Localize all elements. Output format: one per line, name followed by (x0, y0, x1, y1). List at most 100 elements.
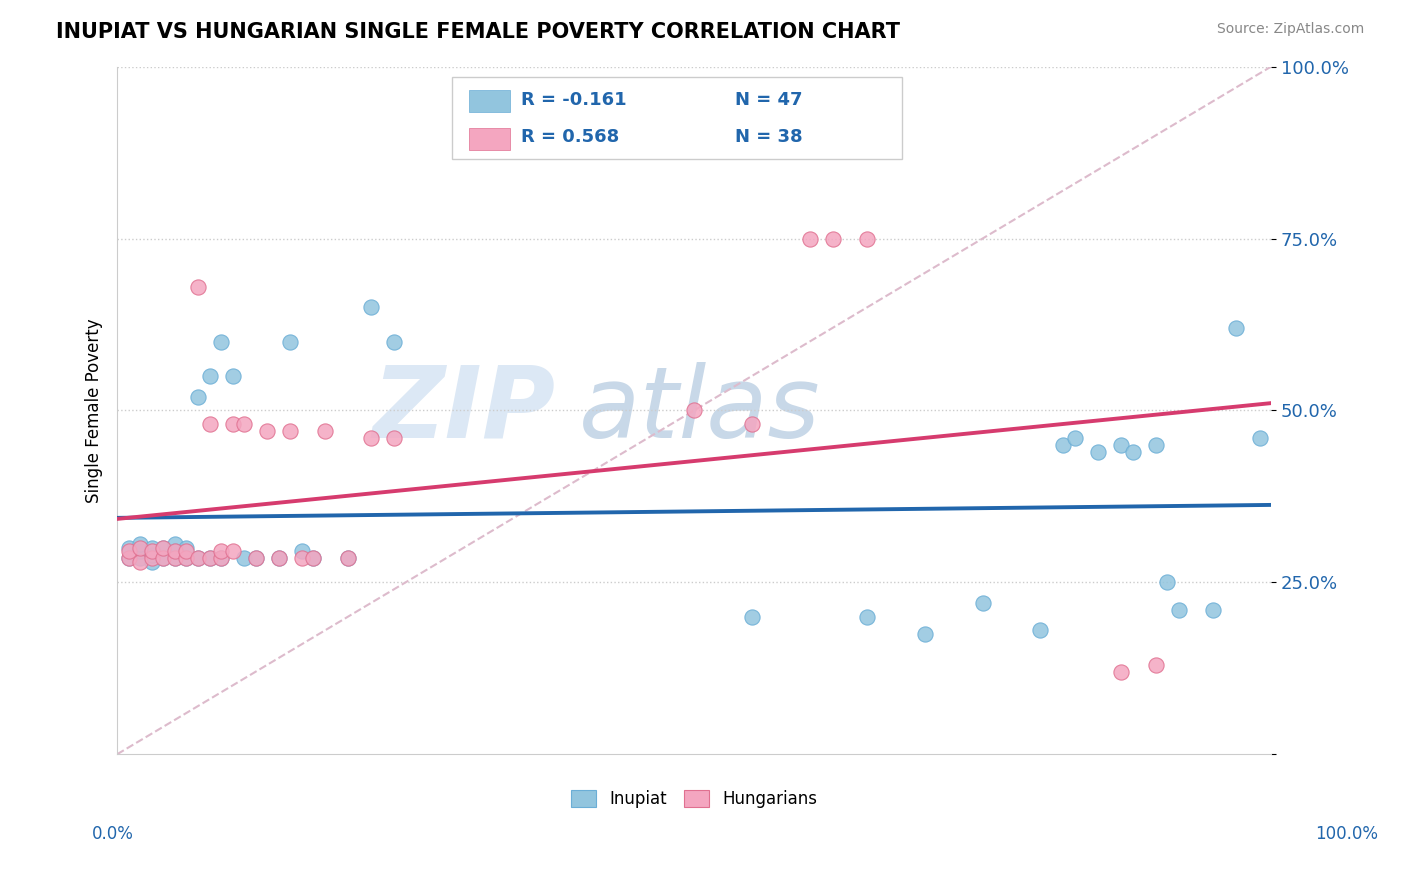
Text: atlas: atlas (579, 362, 820, 458)
FancyBboxPatch shape (451, 77, 901, 160)
Text: ZIP: ZIP (373, 362, 555, 458)
Point (209, 551, 232, 566)
Point (256, 424, 278, 438)
Point (176, 551, 198, 566)
Point (163, 544, 186, 558)
Point (1249, 431, 1271, 445)
FancyBboxPatch shape (470, 90, 509, 112)
Point (198, 417, 221, 432)
Point (741, 417, 763, 432)
Point (221, 544, 243, 558)
Point (1122, 444, 1144, 458)
Point (198, 551, 221, 566)
Point (314, 424, 336, 438)
Text: R = 0.568: R = 0.568 (522, 128, 619, 146)
Point (209, 334, 232, 349)
FancyBboxPatch shape (470, 128, 509, 150)
Point (129, 551, 152, 566)
Point (1087, 444, 1109, 458)
Point (163, 551, 186, 566)
Point (821, 231, 844, 245)
Point (176, 544, 198, 558)
Point (187, 551, 209, 566)
Text: R = -0.161: R = -0.161 (522, 91, 627, 109)
Legend: Inupiat, Hungarians: Inupiat, Hungarians (564, 783, 824, 814)
Point (1156, 575, 1178, 590)
Point (291, 551, 314, 566)
Point (360, 300, 382, 314)
Point (176, 541, 198, 555)
Text: INUPIAT VS HUNGARIAN SINGLE FEMALE POVERTY CORRELATION CHART: INUPIAT VS HUNGARIAN SINGLE FEMALE POVER… (56, 22, 900, 42)
Point (1225, 321, 1247, 335)
Point (1144, 438, 1167, 452)
Point (302, 551, 325, 566)
Point (129, 544, 152, 558)
Point (118, 544, 141, 558)
Point (187, 551, 209, 566)
Point (152, 541, 174, 555)
Point (176, 551, 198, 566)
Point (118, 551, 141, 566)
Point (152, 551, 174, 566)
Point (799, 231, 821, 245)
Point (336, 551, 359, 566)
Point (129, 541, 152, 555)
Point (209, 544, 232, 558)
Point (129, 537, 152, 551)
Point (141, 541, 163, 555)
Point (267, 551, 290, 566)
Point (163, 551, 186, 566)
Point (209, 551, 232, 566)
Point (336, 551, 359, 566)
Text: Source: ZipAtlas.com: Source: ZipAtlas.com (1216, 22, 1364, 37)
Point (141, 548, 163, 562)
Text: N = 47: N = 47 (734, 91, 801, 109)
Point (382, 334, 405, 349)
Point (278, 334, 301, 349)
Point (302, 551, 325, 566)
Point (360, 431, 382, 445)
Point (233, 551, 256, 566)
Text: 0.0%: 0.0% (91, 825, 134, 843)
Point (1167, 603, 1189, 617)
Point (245, 551, 267, 566)
Point (856, 231, 879, 245)
Point (1029, 624, 1052, 638)
Point (1109, 438, 1132, 452)
Point (914, 627, 936, 641)
Point (198, 551, 221, 566)
Point (741, 609, 763, 624)
Y-axis label: Single Female Poverty: Single Female Poverty (86, 318, 103, 503)
Point (141, 555, 163, 569)
Point (856, 609, 879, 624)
Point (141, 551, 163, 566)
Point (163, 537, 186, 551)
Point (221, 369, 243, 384)
Point (683, 403, 706, 417)
Point (221, 417, 243, 432)
Point (118, 541, 141, 555)
Point (972, 596, 994, 610)
Point (267, 551, 290, 566)
Point (382, 431, 405, 445)
Text: N = 38: N = 38 (734, 128, 803, 146)
Point (1052, 438, 1074, 452)
Point (152, 551, 174, 566)
Point (1064, 431, 1087, 445)
Point (129, 555, 152, 569)
Point (198, 369, 221, 384)
Point (187, 279, 209, 293)
Point (163, 544, 186, 558)
Point (291, 544, 314, 558)
Point (1109, 665, 1132, 679)
Point (118, 551, 141, 566)
Point (152, 541, 174, 555)
Point (233, 417, 256, 432)
Text: 100.0%: 100.0% (1315, 825, 1378, 843)
Point (1144, 657, 1167, 672)
Point (187, 390, 209, 404)
Point (141, 544, 163, 558)
Point (245, 551, 267, 566)
Point (1202, 603, 1225, 617)
Point (278, 424, 301, 438)
